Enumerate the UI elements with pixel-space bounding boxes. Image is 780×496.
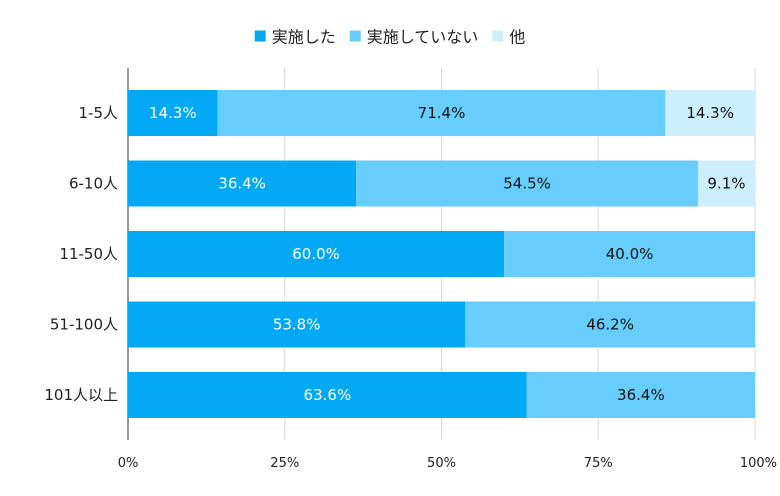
legend-swatch — [492, 30, 504, 42]
data-label: 36.4% — [218, 175, 266, 193]
x-tick-label: 50% — [427, 456, 456, 471]
legend-label: 他 — [509, 28, 525, 47]
data-label: 36.4% — [617, 386, 665, 404]
x-tick-label: 0% — [118, 456, 139, 471]
bars: 14.3% 71.4% 14.3% 36.4% 54.5% 9.1% 60.0% 40.0% 5… — [128, 90, 755, 418]
legend: 実施した 実施していない 他 — [254, 28, 525, 47]
bar-segment — [665, 90, 755, 136]
bar-segment — [504, 231, 755, 277]
data-label: 14.3% — [686, 104, 734, 122]
x-tick-label: 25% — [270, 456, 299, 471]
data-label: 9.1% — [707, 175, 745, 193]
bar-segment — [128, 231, 505, 277]
data-label: 54.5% — [503, 175, 551, 193]
category-label: 1-5人 — [79, 104, 119, 122]
bar-segment — [697, 160, 755, 207]
x-tick-label: 75% — [584, 456, 613, 471]
bar-segment — [128, 160, 357, 207]
bar-segment — [128, 301, 466, 348]
data-label: 53.8% — [273, 316, 321, 334]
bar-segment — [526, 372, 755, 418]
category-label: 51-100人 — [50, 316, 118, 334]
data-label: 60.0% — [292, 245, 340, 263]
category-label: 11-50人 — [59, 245, 118, 263]
data-label: 71.4% — [418, 104, 466, 122]
bar-segment — [465, 301, 755, 348]
data-label: 40.0% — [606, 245, 654, 263]
x-tick-label: 100% — [740, 456, 777, 471]
legend-label: 実施した — [272, 28, 336, 47]
legend-swatch — [349, 30, 361, 42]
bar-segment — [217, 90, 666, 136]
data-label: 63.6% — [304, 386, 352, 404]
bar-segment — [128, 90, 218, 136]
category-label: 6-10人 — [69, 175, 118, 193]
x-tick-labels: 0% 25% 50% 75% 100% — [118, 456, 777, 471]
legend-swatch — [254, 30, 266, 42]
bar-segment — [128, 372, 527, 418]
legend-label: 実施していない — [367, 28, 479, 47]
data-label: 46.2% — [586, 316, 634, 334]
category-labels: 1-5人 6-10人 11-50人 51-100人 101人以上 — [44, 104, 118, 404]
category-label: 101人以上 — [44, 386, 118, 404]
bar-segment — [356, 160, 698, 207]
data-label: 14.3% — [149, 104, 197, 122]
